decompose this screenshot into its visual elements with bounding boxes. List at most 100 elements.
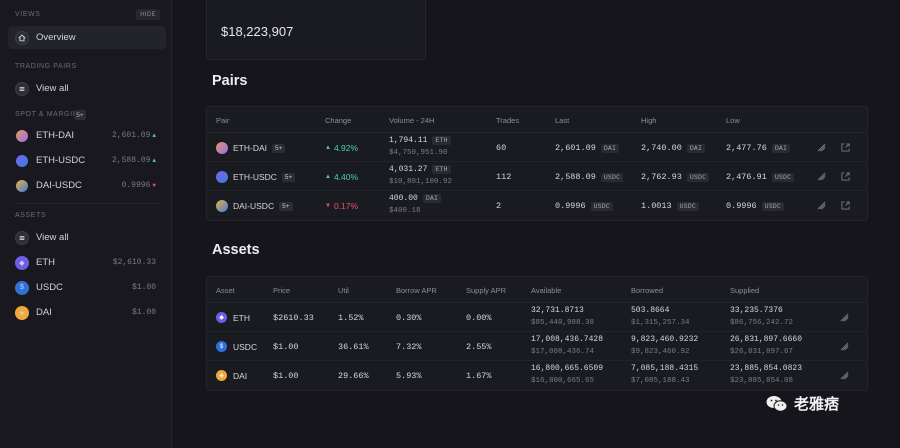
col-available[interactable]: Available: [531, 286, 562, 295]
borrow-apr-cell: 7.32%: [396, 342, 422, 352]
col-low[interactable]: Low: [726, 116, 740, 125]
down-arrow-icon: ▼: [325, 203, 331, 209]
table-row[interactable]: ETH-DAI 5+ ▲ 4.92% 1,794.11 ETH $4,750,951.…: [207, 133, 867, 162]
list-icon: [15, 81, 29, 96]
asset-cell: ◈ DAI: [216, 370, 247, 381]
asset-price: $1.00: [131, 283, 156, 292]
sidebar-item-view-all-pairs[interactable]: View all: [8, 77, 166, 100]
col-supplied[interactable]: Supplied: [730, 286, 760, 295]
eth-icon: ◆: [216, 312, 227, 323]
pairs-table: Pair Change Volume - 24H Trades Last Hig…: [206, 106, 868, 221]
col-pair[interactable]: Pair: [216, 116, 230, 125]
hide-button[interactable]: HIDE: [136, 9, 160, 20]
up-arrow-icon: ▲: [325, 145, 331, 151]
trading-pairs-label: TRADING PAIRS: [15, 63, 77, 70]
trades-cell: 112: [496, 172, 512, 182]
table-row[interactable]: ◆ ETH $2610.33 1.52% 0.30% 0.00% 32,731.8…: [207, 303, 867, 332]
supplied-cell: 23,885,854.0823: [730, 364, 803, 373]
watermark-text: 老雅痞: [794, 395, 840, 413]
borrow-apr-cell: 0.30%: [396, 313, 422, 323]
up-arrow-icon: ▲: [325, 174, 331, 180]
total-value: $18,223,907: [221, 24, 294, 39]
home-icon: [15, 30, 29, 45]
down-arrow-icon: ▼: [152, 182, 156, 189]
sidebar-divider: [15, 203, 160, 204]
low-cell: 0.9996 USDC: [726, 201, 785, 211]
assets-table-header: Asset Price Util Borrow APR Supply APR A…: [207, 277, 867, 303]
dai-icon: ◈: [15, 305, 29, 320]
supplied-cell: 33,235.7376: [730, 306, 783, 315]
borrowed-usd: $1,315,257.34: [631, 319, 690, 327]
available-cell: 17,008,436.7428: [531, 335, 604, 344]
change-cell: ▲ 4.40%: [325, 172, 359, 182]
chart-icon[interactable]: [840, 342, 849, 351]
spot-margin-label: SPOT & MARGIN: [15, 111, 79, 118]
sidebar-item-pair-eth-usdc[interactable]: ETH-USDC 2,588.09 ▲: [8, 149, 166, 172]
supply-apr-cell: 0.00%: [466, 313, 492, 323]
borrowed-cell: 9,823,460.9232: [631, 335, 699, 344]
external-link-icon[interactable]: [841, 201, 850, 210]
pair-icon: [216, 171, 228, 183]
pair-name: ETH-USDC: [36, 155, 86, 166]
table-row[interactable]: ◈ DAI $1.00 29.66% 5.93% 1.67% 16,800,665…: [207, 361, 867, 390]
chart-icon[interactable]: [817, 143, 826, 152]
col-borrowed[interactable]: Borrowed: [631, 286, 664, 295]
volume-cell: 4,031.27 ETH: [389, 165, 451, 174]
util-cell: 36.61%: [338, 342, 369, 352]
col-high[interactable]: High: [641, 116, 657, 125]
change-cell: ▲ 4.92%: [325, 143, 359, 153]
pair-icon: [216, 200, 228, 212]
usdc-icon: $: [216, 341, 227, 352]
total-value-card: $18,223,907: [206, 0, 426, 60]
chart-icon[interactable]: [817, 201, 826, 210]
table-row[interactable]: DAI-USDC 5+ ▼ 0.17% 400.00 DAI $400.18 2 0.…: [207, 191, 867, 220]
volume-usd: $4,750,951.90: [389, 149, 448, 157]
dai-icon: ◈: [216, 370, 227, 381]
sidebar-item-asset-usdc[interactable]: $ USDC $1.00: [8, 276, 166, 299]
chart-icon[interactable]: [840, 313, 849, 322]
high-cell: 1.0013 USDC: [641, 201, 700, 211]
pair-cell: DAI-USDC 5+: [216, 200, 293, 212]
last-cell: 2,601.09 DAI: [555, 143, 620, 153]
pair-name: ETH-DAI: [36, 130, 74, 141]
asset-name: DAI: [36, 307, 52, 318]
sidebar-item-view-all-assets[interactable]: View all: [8, 226, 166, 249]
pairs-title: Pairs: [212, 73, 248, 89]
table-row[interactable]: $ USDC $1.00 36.61% 7.32% 2.55% 17,008,43…: [207, 332, 867, 361]
col-price[interactable]: Price: [273, 286, 291, 295]
assets-section-label: ASSETS: [15, 212, 47, 219]
col-asset[interactable]: Asset: [216, 286, 235, 295]
up-arrow-icon: ▲: [152, 157, 156, 164]
asset-cell: $ USDC: [216, 341, 257, 352]
chart-icon[interactable]: [840, 371, 849, 380]
available-cell: 16,800,665.6509: [531, 364, 604, 373]
available-cell: 32,731.8713: [531, 306, 584, 315]
sidebar-item-overview[interactable]: Overview: [8, 26, 166, 49]
eth-icon: ◆: [15, 255, 29, 270]
chart-icon[interactable]: [817, 172, 826, 181]
col-last[interactable]: Last: [555, 116, 570, 125]
assets-table: Asset Price Util Borrow APR Supply APR A…: [206, 276, 868, 391]
volume-usd: $10,801,100.92: [389, 178, 453, 186]
col-change[interactable]: Change: [325, 116, 352, 125]
overview-label: Overview: [36, 32, 76, 43]
table-row[interactable]: ETH-USDC 5+ ▲ 4.40% 4,031.27 ETH $10,801,10…: [207, 162, 867, 191]
available-usd: $16,800,665.65: [531, 377, 595, 385]
sidebar-item-asset-dai[interactable]: ◈ DAI $1.00: [8, 301, 166, 324]
col-borrow-apr[interactable]: Borrow APR: [396, 286, 437, 295]
external-link-icon[interactable]: [841, 172, 850, 181]
sidebar-item-pair-eth-dai[interactable]: ETH-DAI 2,601.09 ▲: [8, 124, 166, 147]
pair-cell: ETH-USDC 5+: [216, 171, 296, 183]
col-trades[interactable]: Trades: [496, 116, 520, 125]
sidebar-item-asset-eth[interactable]: ◆ ETH $2,610.33: [8, 251, 166, 274]
up-arrow-icon: ▲: [152, 132, 156, 139]
external-link-icon[interactable]: [841, 143, 850, 152]
col-util[interactable]: Util: [338, 286, 349, 295]
view-all-assets-label: View all: [36, 232, 69, 243]
volume-cell: 1,794.11 ETH: [389, 136, 451, 145]
pair-icon: [15, 179, 29, 193]
col-volume[interactable]: Volume - 24H: [389, 116, 435, 125]
supplied-usd: $26,831,897.67: [730, 348, 794, 356]
col-supply-apr[interactable]: Supply APR: [466, 286, 507, 295]
sidebar-item-pair-dai-usdc[interactable]: DAI-USDC 0.9996 ▼: [8, 174, 166, 197]
